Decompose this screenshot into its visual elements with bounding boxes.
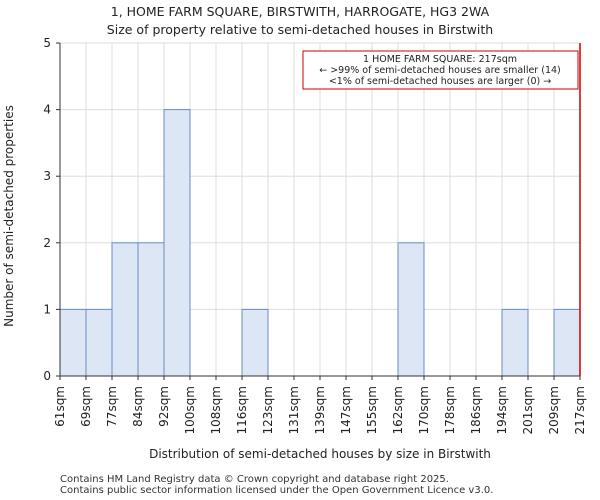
annotation-border (302, 50, 579, 90)
y-tick-label: 0 (43, 369, 51, 383)
bar (111, 242, 139, 377)
x-tick-label: 77sqm (105, 386, 119, 427)
x-ticks: 61sqm 69sqm 77sqm 84sqm 92sqm 100sqm 108sqm 116… (53, 376, 587, 434)
x-tick-label: 84sqm (131, 386, 145, 427)
x-tick-label: 131sqm (287, 386, 301, 434)
x-tick-label: 100sqm (183, 386, 197, 434)
x-tick-label: 116sqm (235, 386, 249, 434)
y-tick-label: 4 (43, 103, 51, 117)
bar (397, 242, 425, 377)
x-tick-label: 186sqm (469, 386, 483, 434)
x-tick-label: 108sqm (209, 386, 223, 434)
chart-title: 1, HOME FARM SQUARE, BIRSTWITH, HARROGAT… (111, 4, 490, 19)
bar (553, 308, 581, 377)
annotation-line-3: <1% of semi-detached houses are larger (… (329, 76, 551, 87)
x-tick-label: 155sqm (365, 386, 379, 434)
bars (59, 109, 581, 377)
footer-copyright: Contains HM Land Registry data © Crown c… (60, 474, 449, 485)
bar (137, 242, 165, 377)
y-axis-label: Number of semi-detached properties (2, 105, 16, 327)
x-tick-label: 209sqm (547, 386, 561, 434)
x-tick-label: 139sqm (313, 386, 327, 434)
y-tick-label: 2 (43, 236, 51, 250)
bar (501, 308, 529, 377)
x-tick-label: 194sqm (495, 386, 509, 434)
y-tick-label: 1 (43, 302, 51, 316)
y-tick-label: 5 (43, 36, 51, 50)
x-tick-label: 178sqm (443, 386, 457, 434)
annotation-line-2: ← >99% of semi-detached houses are small… (319, 65, 561, 76)
bar (163, 109, 191, 377)
x-tick-label: 61sqm (53, 386, 67, 427)
x-tick-label: 123sqm (261, 386, 275, 434)
x-tick-label: 69sqm (79, 386, 93, 427)
chart-subtitle: Size of property relative to semi-detach… (107, 22, 493, 37)
x-tick-label: 162sqm (391, 386, 405, 434)
bar (85, 308, 113, 377)
y-tick-label: 3 (43, 169, 51, 183)
y-ticks: 0 1 2 3 4 5 (43, 36, 60, 383)
annotation-box: 1 HOME FARM SQUARE: 217sqm ← >99% of sem… (302, 50, 579, 90)
x-tick-label: 92sqm (157, 386, 171, 427)
x-tick-label: 217sqm (573, 386, 587, 434)
x-tick-label: 201sqm (521, 386, 535, 434)
footer-licence: Contains public sector information licen… (60, 485, 494, 496)
x-tick-label: 170sqm (417, 386, 431, 434)
bar (59, 308, 87, 377)
x-tick-label: 147sqm (339, 386, 353, 434)
x-axis-label: Distribution of semi-detached houses by … (149, 447, 491, 461)
annotation-line-1: 1 HOME FARM SQUARE: 217sqm (363, 54, 517, 65)
bar (241, 308, 269, 377)
